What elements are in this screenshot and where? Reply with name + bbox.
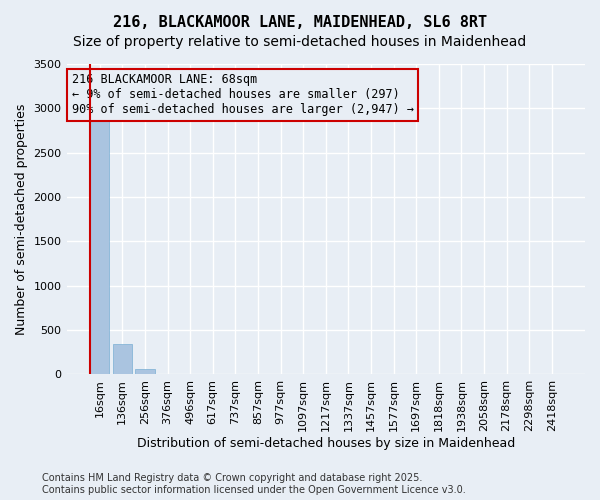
Bar bbox=[136, 369, 155, 374]
Bar bbox=[113, 344, 132, 374]
Text: Size of property relative to semi-detached houses in Maidenhead: Size of property relative to semi-detach… bbox=[73, 35, 527, 49]
Text: 216 BLACKAMOOR LANE: 68sqm
← 9% of semi-detached houses are smaller (297)
90% of: 216 BLACKAMOOR LANE: 68sqm ← 9% of semi-… bbox=[72, 74, 414, 116]
Y-axis label: Number of semi-detached properties: Number of semi-detached properties bbox=[15, 104, 28, 335]
Bar bbox=[90, 117, 109, 374]
Text: Contains HM Land Registry data © Crown copyright and database right 2025.
Contai: Contains HM Land Registry data © Crown c… bbox=[42, 474, 466, 495]
X-axis label: Distribution of semi-detached houses by size in Maidenhead: Distribution of semi-detached houses by … bbox=[137, 437, 515, 450]
Text: 216, BLACKAMOOR LANE, MAIDENHEAD, SL6 8RT: 216, BLACKAMOOR LANE, MAIDENHEAD, SL6 8R… bbox=[113, 15, 487, 30]
